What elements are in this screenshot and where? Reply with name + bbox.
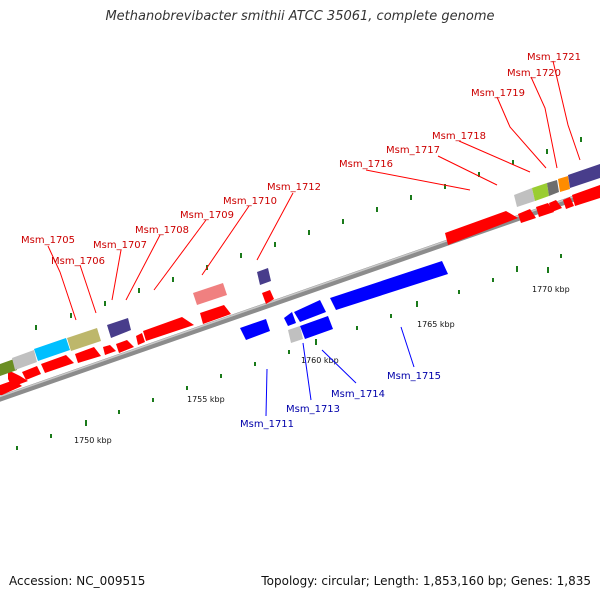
gene-label-msm-1715: Msm_1715: [387, 371, 441, 382]
forward-genes-outer: [0, 164, 600, 376]
forward-genes-inner: [0, 185, 600, 395]
reverse-leader-lines: [265, 326, 415, 417]
gene-label-msm-1706: Msm_1706: [51, 256, 105, 267]
gene-label-msm-1720: Msm_1720: [507, 68, 561, 79]
gene-arrow: [262, 290, 274, 304]
gene-arrow: [284, 312, 296, 326]
gene-arrow: [518, 209, 536, 223]
gene-label-msm-1712: Msm_1712: [267, 182, 321, 193]
gene-label-msm-1710: Msm_1710: [223, 196, 277, 207]
gene-block: [257, 268, 271, 285]
gene-arrow: [563, 197, 574, 209]
forward-leader-lines: [47, 60, 581, 321]
tick-row-upper: [35, 137, 582, 330]
scale-label-1765: 1765 kbp: [417, 320, 455, 329]
gene-block: [532, 183, 549, 201]
gene-arrow: [536, 203, 554, 217]
scale-label-1760: 1760 kbp: [301, 356, 339, 365]
gene-block: [67, 328, 101, 351]
gene-arrow: [136, 333, 145, 345]
gene-arrow: [22, 366, 41, 380]
scale-label-1755: 1755 kbp: [187, 395, 225, 404]
gene-label-msm-1713: Msm_1713: [286, 404, 340, 415]
gene-block: [568, 164, 600, 188]
gene-block: [288, 326, 303, 343]
gene-label-msm-1709: Msm_1709: [180, 210, 234, 221]
gene-block: [34, 338, 70, 361]
scale-labels: 1750 kbp 1755 kbp 1760 kbp 1765 kbp 1770…: [74, 285, 570, 445]
gene-label-msm-1711: Msm_1711: [240, 419, 294, 430]
reverse-gene-labels: Msm_1711 Msm_1713 Msm_1714 Msm_1715: [240, 371, 441, 430]
gene-label-msm-1717: Msm_1717: [386, 145, 440, 156]
gene-arrow: [116, 340, 134, 353]
gene-label-msm-1716: Msm_1716: [339, 159, 393, 170]
gene-arrow: [294, 300, 326, 322]
gene-label-msm-1718: Msm_1718: [432, 131, 486, 142]
gene-block: [107, 318, 131, 338]
gene-block: [193, 283, 227, 305]
gene-label-msm-1705: Msm_1705: [21, 235, 75, 246]
gene-arrow: [103, 345, 116, 355]
reverse-genes: [240, 261, 448, 343]
gene-arrow: [200, 305, 231, 324]
gene-arrow: [8, 370, 28, 387]
gene-arrow: [75, 347, 101, 363]
gene-label-msm-1721: Msm_1721: [527, 52, 581, 63]
gene-label-msm-1714: Msm_1714: [331, 389, 385, 400]
gene-block: [547, 180, 559, 196]
gene-arrow: [41, 355, 74, 373]
gene-block: [12, 350, 37, 370]
gene-arrow: [300, 316, 333, 339]
map-title: Methanobrevibacter smithii ATCC 35061, c…: [105, 9, 495, 24]
scale-label-1770: 1770 kbp: [532, 285, 570, 294]
gene-label-msm-1707: Msm_1707: [93, 240, 147, 251]
forward-gene-labels: Msm_1705 Msm_1706 Msm_1707 Msm_1708 Msm_…: [21, 52, 581, 267]
gene-arrow: [240, 319, 270, 340]
gene-label-msm-1708: Msm_1708: [135, 225, 189, 236]
gene-block: [0, 359, 17, 376]
scale-label-1750: 1750 kbp: [74, 436, 112, 445]
tick-row-lower: [16, 254, 562, 450]
gene-arrow: [572, 185, 600, 206]
gene-arrow: [549, 200, 562, 212]
accession-text: Accession: NC_009515: [9, 574, 146, 588]
gene-arrow: [330, 261, 448, 310]
gene-block: [514, 188, 535, 207]
gene-label-msm-1719: Msm_1719: [471, 88, 525, 99]
gene-block: [558, 176, 570, 192]
genome-summary-text: Topology: circular; Length: 1,853,160 bp…: [261, 574, 591, 588]
gene-arrow: [445, 211, 518, 245]
gene-arrow: [143, 317, 194, 341]
